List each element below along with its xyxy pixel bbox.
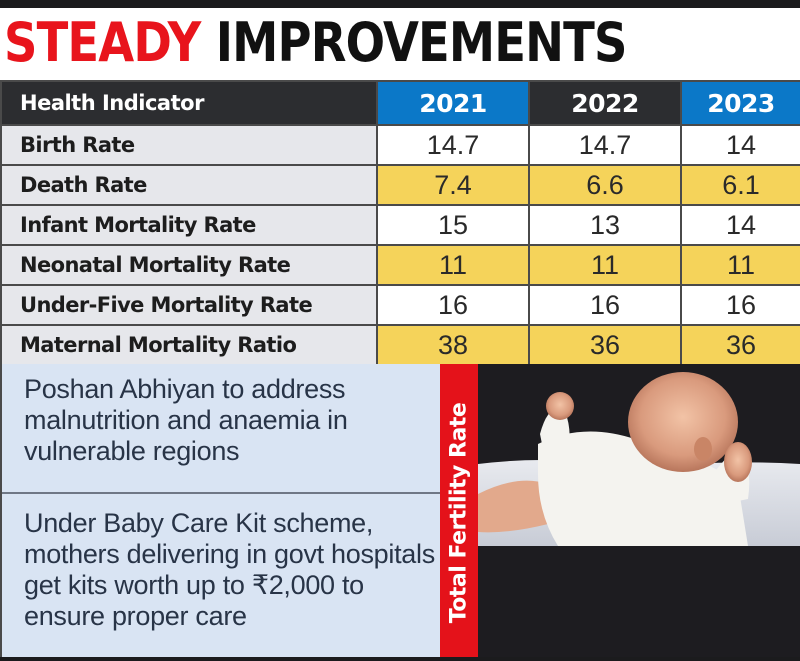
row-label: Death Rate [0, 164, 378, 206]
title-highlight: STEADY [4, 11, 201, 74]
top-border [0, 0, 800, 8]
tfr-chart-panel: 2 1.5 1 .5 0 1.5 1.5 1.4 2019-21 2020-22… [478, 364, 800, 661]
cell-value: 16 [680, 284, 800, 326]
header-year-2021: 2021 [376, 80, 530, 126]
note-poshan-abhiyan: Poshan Abhiyan to address malnutrition a… [2, 364, 442, 494]
table-row-infant-mortality: Infant Mortality Rate 15 13 14 [0, 204, 800, 246]
tfr-label-band: Total Fertility Rate [440, 364, 478, 661]
table-row-birth-rate: Birth Rate 14.7 14.7 14 [0, 124, 800, 166]
cell-value: 14 [680, 204, 800, 246]
page-title: STEADY IMPROVEMENTS [4, 12, 627, 74]
cell-value: 14.7 [376, 124, 530, 166]
notes-panel: Poshan Abhiyan to address malnutrition a… [0, 364, 442, 661]
cell-value: 14.7 [528, 124, 682, 166]
cell-value: 13 [528, 204, 682, 246]
header-year-2022: 2022 [528, 80, 682, 126]
tfr-axis-label: Total Fertility Rate [446, 402, 472, 623]
cell-value: 7.4 [376, 164, 530, 206]
cell-value: 11 [376, 244, 530, 286]
cell-value: 38 [376, 324, 530, 366]
health-indicator-table: Health Indicator 2021 2022 2023 Birth Ra… [0, 80, 800, 366]
cell-value: 14 [680, 124, 800, 166]
header-health-indicator: Health Indicator [0, 80, 378, 126]
row-label: Under-Five Mortality Rate [0, 284, 378, 326]
title-rest: IMPROVEMENTS [215, 11, 628, 74]
cell-value: 11 [680, 244, 800, 286]
cell-value: 36 [680, 324, 800, 366]
cell-value: 16 [528, 284, 682, 326]
baby-photo [478, 364, 800, 546]
cell-value: 36 [528, 324, 682, 366]
header-year-2023: 2023 [680, 80, 800, 126]
table-row-under-five-mortality: Under-Five Mortality Rate 16 16 16 [0, 284, 800, 326]
row-label: Infant Mortality Rate [0, 204, 378, 246]
table-row-death-rate: Death Rate 7.4 6.6 6.1 [0, 164, 800, 206]
table-header-row: Health Indicator 2021 2022 2023 [0, 80, 800, 126]
table-row-neonatal-mortality: Neonatal Mortality Rate 11 11 11 [0, 244, 800, 286]
row-label: Birth Rate [0, 124, 378, 166]
bottom-border [0, 657, 800, 661]
table-row-maternal-mortality: Maternal Mortality Ratio 38 36 36 [0, 324, 800, 366]
row-label: Neonatal Mortality Rate [0, 244, 378, 286]
note-baby-care-kit: Under Baby Care Kit scheme, mothers deli… [24, 508, 435, 631]
cell-value: 16 [376, 284, 530, 326]
cell-value: 6.1 [680, 164, 800, 206]
row-label: Maternal Mortality Ratio [0, 324, 378, 366]
cell-value: 11 [528, 244, 682, 286]
cell-value: 15 [376, 204, 530, 246]
cell-value: 6.6 [528, 164, 682, 206]
